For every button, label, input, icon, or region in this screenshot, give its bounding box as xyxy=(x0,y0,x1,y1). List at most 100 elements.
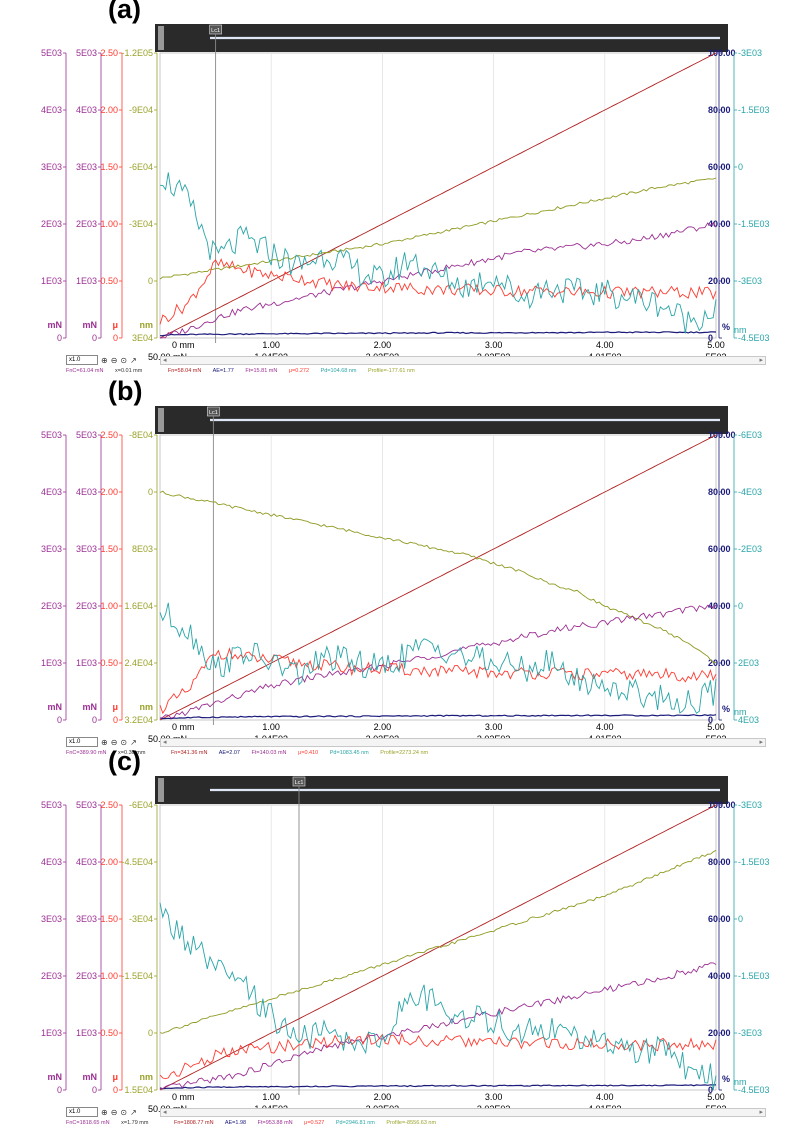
chart-svg-a: Lc1 0 1E03 2E03 3E03 4E03 5E03 mN 0 1E03 2E03 3E03 4… xyxy=(41,24,770,362)
force-axis-unit: mN xyxy=(47,320,62,330)
zoom-reset-icon[interactable]: ⊙ xyxy=(120,1107,128,1117)
horizontal-scrollbar[interactable]: ◂ ▸ xyxy=(160,1108,766,1117)
series-pd xyxy=(159,172,717,334)
series-green_trend xyxy=(159,490,717,663)
profile-axis-tick-label: 3E04 xyxy=(132,333,153,343)
horizontal-scrollbar[interactable]: ◂ ▸ xyxy=(160,738,766,747)
panel-a: Lc1 0 1E03 2E03 3E03 4E03 5E03 mN 0 1E03 2E03 3E03 4… xyxy=(0,0,809,374)
status-x: x=0.01 mm xyxy=(114,368,143,374)
profile-axis-tick-label: -4.5E04 xyxy=(121,857,153,867)
profile-axis-unit: nm xyxy=(140,702,154,712)
zoom-select[interactable]: x1.0 xyxy=(66,1107,98,1117)
pointer-icon[interactable]: ↗ xyxy=(130,1107,137,1117)
status-bar: FnC=61.04 mN x=0.01 mm Fn=58.04 mN AE=1.… xyxy=(66,368,425,374)
zoom-in-icon[interactable]: ⊕ xyxy=(101,1107,108,1117)
pd-axis-unit: nm xyxy=(734,707,747,717)
status-ft: Ft=15.81 mN xyxy=(245,368,278,374)
pd-axis-tick-label: 0 xyxy=(738,601,743,611)
scratch-marker xyxy=(158,26,164,50)
toolbar: x1.0 ⊕ ⊖ ⊙ ↗ xyxy=(66,737,137,747)
percent-axis-tick-label: 80.00 xyxy=(708,105,731,115)
pointer-icon[interactable]: ↗ xyxy=(130,355,137,365)
status-ae: AE=2.07 xyxy=(218,750,240,756)
status-x: x=1.79 mm xyxy=(121,1120,149,1126)
zoom-in-icon[interactable]: ⊕ xyxy=(101,355,108,365)
force2-axis-unit: mN xyxy=(82,320,97,330)
status-ae: AE=1.98 xyxy=(224,1120,247,1126)
force-axis-tick-label: 1E03 xyxy=(41,1028,62,1038)
force-axis-tick-label: 2E03 xyxy=(41,219,62,229)
status-pd: Pd=104.68 nm xyxy=(320,368,357,374)
force2-axis-tick-label: 2E03 xyxy=(76,601,97,611)
force-axis-tick-label: 1E03 xyxy=(41,658,62,668)
series-ramp xyxy=(159,804,717,1091)
pd-axis-tick-label: -4.5E03 xyxy=(738,333,770,343)
profile-axis-tick-label: 2.4E04 xyxy=(124,658,153,668)
zoom-select[interactable]: x1.0 xyxy=(66,355,98,365)
mu-axis-tick-label: 2.00 xyxy=(100,857,118,867)
horizontal-scrollbar[interactable]: ◂ ▸ xyxy=(160,356,766,365)
percent-axis-tick-label: 20.00 xyxy=(708,658,731,668)
force2-axis-unit: mN xyxy=(82,702,97,712)
pd-axis-tick-label: -3E03 xyxy=(738,1028,762,1038)
profile-axis-unit: nm xyxy=(140,320,154,330)
zoom-select[interactable]: x1.0 xyxy=(66,737,98,747)
pd-axis-tick-label: -3E03 xyxy=(738,48,762,58)
pd-axis-tick-label: -1.5E03 xyxy=(738,971,770,981)
percent-axis-tick-label: 20.00 xyxy=(708,276,731,286)
force2-axis-tick-label: 5E03 xyxy=(76,800,97,810)
mu-axis-tick-label: 2.50 xyxy=(100,430,118,440)
mu-axis-tick-label: 1.50 xyxy=(100,544,118,554)
profile-axis-tick-label: 8E03 xyxy=(132,544,153,554)
scroll-left-icon[interactable]: ◂ xyxy=(163,1109,167,1116)
profile-axis-tick-label: 1.6E04 xyxy=(124,601,153,611)
profile-axis-tick-label: -8E04 xyxy=(129,430,153,440)
force-axis-tick-label: 5E03 xyxy=(41,48,62,58)
scroll-right-icon[interactable]: ▸ xyxy=(759,357,763,364)
zoom-out-icon[interactable]: ⊖ xyxy=(110,1107,118,1117)
mu-axis-tick-label: 2.00 xyxy=(100,105,118,115)
mu-axis-tick-label: 1.50 xyxy=(100,162,118,172)
scroll-left-icon[interactable]: ◂ xyxy=(163,739,167,746)
force-axis-tick-label: 4E03 xyxy=(41,105,62,115)
profile-axis-tick-label: -6E04 xyxy=(129,800,153,810)
zoom-reset-icon[interactable]: ⊙ xyxy=(120,737,128,747)
percent-axis-tick-label: 100.00 xyxy=(708,800,736,810)
series-ramp xyxy=(159,52,717,339)
pd-axis-tick-label: 0 xyxy=(738,914,743,924)
series-percent xyxy=(159,714,717,720)
force2-axis-tick-label: 1E03 xyxy=(76,1028,97,1038)
force-axis-tick-label: 3E03 xyxy=(41,544,62,554)
force-axis-tick-label: 0 xyxy=(57,333,62,343)
scroll-right-icon[interactable]: ▸ xyxy=(759,1109,763,1116)
zoom-in-icon[interactable]: ⊕ xyxy=(101,737,108,747)
profile-axis-tick-label: 0 xyxy=(148,276,153,286)
scroll-right-icon[interactable]: ▸ xyxy=(759,739,763,746)
status-bar: FnC=389.90 mN x=0.30 mm Fn=341.36 mN AE=… xyxy=(66,750,438,756)
zoom-out-icon[interactable]: ⊖ xyxy=(110,737,118,747)
pointer-icon[interactable]: ↗ xyxy=(130,737,137,747)
pd-axis-tick-label: -1.5E03 xyxy=(738,219,770,229)
mu-axis-tick-label: 1.50 xyxy=(100,914,118,924)
series-force xyxy=(159,222,717,339)
status-ft: Ft=140.03 mN xyxy=(251,750,287,756)
status-fn: Fn=1808.77 mN xyxy=(174,1120,214,1126)
force2-axis-tick-label: 1E03 xyxy=(76,658,97,668)
percent-axis-tick-label: 40.00 xyxy=(708,601,731,611)
x-top-tick-label: 2.00 xyxy=(374,340,392,350)
zoom-reset-icon[interactable]: ⊙ xyxy=(120,355,128,365)
x-top-tick-label: 5.00 xyxy=(707,722,725,732)
status-pd: Pd=2946.81 nm xyxy=(335,1120,375,1126)
mu-axis-tick-label: 1.00 xyxy=(100,219,118,229)
status-profile: Profile=2273.24 nm xyxy=(380,750,429,756)
profile-axis-tick-label: 0 xyxy=(148,1028,153,1038)
force2-axis-tick-label: 5E03 xyxy=(76,48,97,58)
x-top-tick-label: 1.00 xyxy=(262,722,280,732)
mu-axis-tick-label: 2.50 xyxy=(100,800,118,810)
profile-axis-unit: nm xyxy=(140,1072,154,1082)
scroll-left-icon[interactable]: ◂ xyxy=(163,357,167,364)
series-green_trend xyxy=(159,177,717,280)
zoom-out-icon[interactable]: ⊖ xyxy=(110,355,118,365)
pd-axis-tick-label: -1.5E03 xyxy=(738,105,770,115)
scratch-marker xyxy=(158,778,164,802)
